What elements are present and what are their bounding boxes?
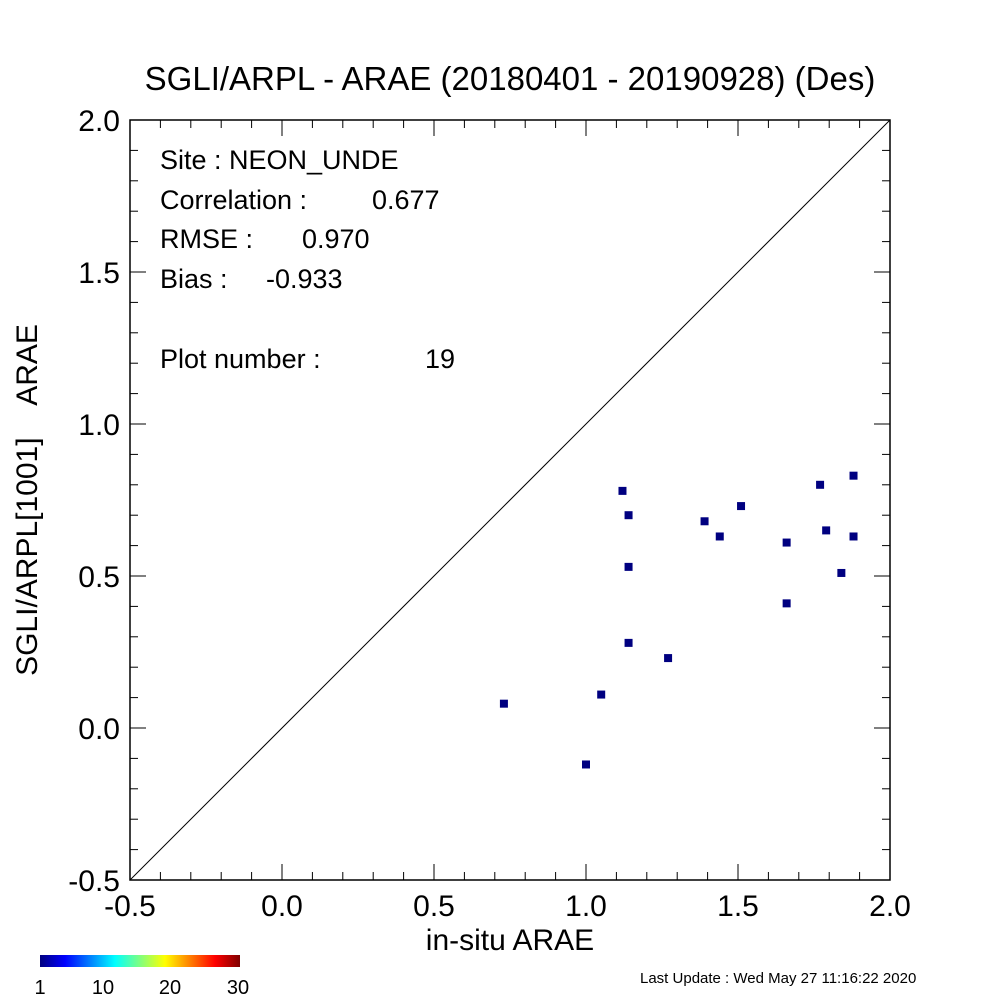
data-point [782, 599, 791, 608]
y-tick-label: -0.5 [68, 865, 120, 898]
colorbar: 1 10 20 30 [34, 955, 249, 999]
correlation-label: Correlation : [160, 185, 307, 215]
rmse-value: 0.970 [302, 224, 370, 254]
data-point [837, 568, 846, 577]
data-point [849, 532, 858, 541]
y-tick-label: 0.5 [78, 561, 120, 594]
plot-frame [129, 119, 891, 881]
data-point [822, 526, 831, 535]
data-point [624, 511, 633, 520]
rmse-label: RMSE : [160, 224, 253, 254]
data-points [499, 471, 858, 769]
plot-number-label: Plot number : [160, 344, 321, 374]
x-tick-label: 0.5 [413, 890, 455, 923]
stats-box: Site : NEON_UNDE Correlation : 0.677 RMS… [160, 145, 455, 374]
y-tick-label: 1.0 [78, 409, 120, 442]
data-point [737, 502, 746, 511]
data-point [664, 654, 673, 663]
data-point [782, 538, 791, 547]
axis-tick-labels: -0.5 0.0 0.5 1.0 1.5 2.0 -0.5 0.0 0.5 1.0 1.5 2.0 [68, 105, 911, 923]
data-point [849, 471, 858, 480]
correlation-value: 0.677 [372, 185, 440, 215]
colorbar-gradient [40, 955, 240, 967]
y-tick-label: 1.5 [78, 257, 120, 290]
x-tick-label: 0.0 [261, 890, 303, 923]
colorbar-tick-label: 10 [92, 977, 114, 999]
plot-number-value: 19 [425, 344, 455, 374]
data-point [618, 486, 627, 495]
x-tick-label: 1.0 [565, 890, 607, 923]
data-point [624, 638, 633, 647]
colorbar-tick-label: 20 [159, 977, 181, 999]
y-tick-label: 2.0 [78, 105, 120, 138]
data-point [700, 517, 709, 526]
one-to-one-line [129, 119, 891, 881]
bias-value: -0.933 [266, 264, 343, 294]
x-axis-label: in-situ ARAE [426, 924, 594, 957]
x-tick-label: 1.5 [717, 890, 759, 923]
colorbar-tick-label: 1 [34, 977, 45, 999]
data-point [624, 562, 633, 571]
y-axis-label: SGLI/ARPL[1001] ARAE [11, 324, 44, 676]
chart-title: SGLI/ARPL - ARAE (20180401 - 20190928) (… [145, 60, 876, 97]
x-tick-label: -0.5 [104, 890, 156, 923]
bias-label: Bias : [160, 264, 228, 294]
x-tick-label: 2.0 [869, 890, 911, 923]
y-tick-label: 0.0 [78, 713, 120, 746]
colorbar-tick-label: 30 [227, 977, 249, 999]
last-update-text: Last Update : Wed May 27 11:16:22 2020 [640, 970, 916, 987]
site-label: Site : NEON_UNDE [160, 145, 399, 175]
data-point [597, 690, 606, 699]
data-point [816, 480, 825, 489]
data-point [715, 532, 724, 541]
data-point [499, 699, 508, 708]
data-point [582, 760, 590, 769]
